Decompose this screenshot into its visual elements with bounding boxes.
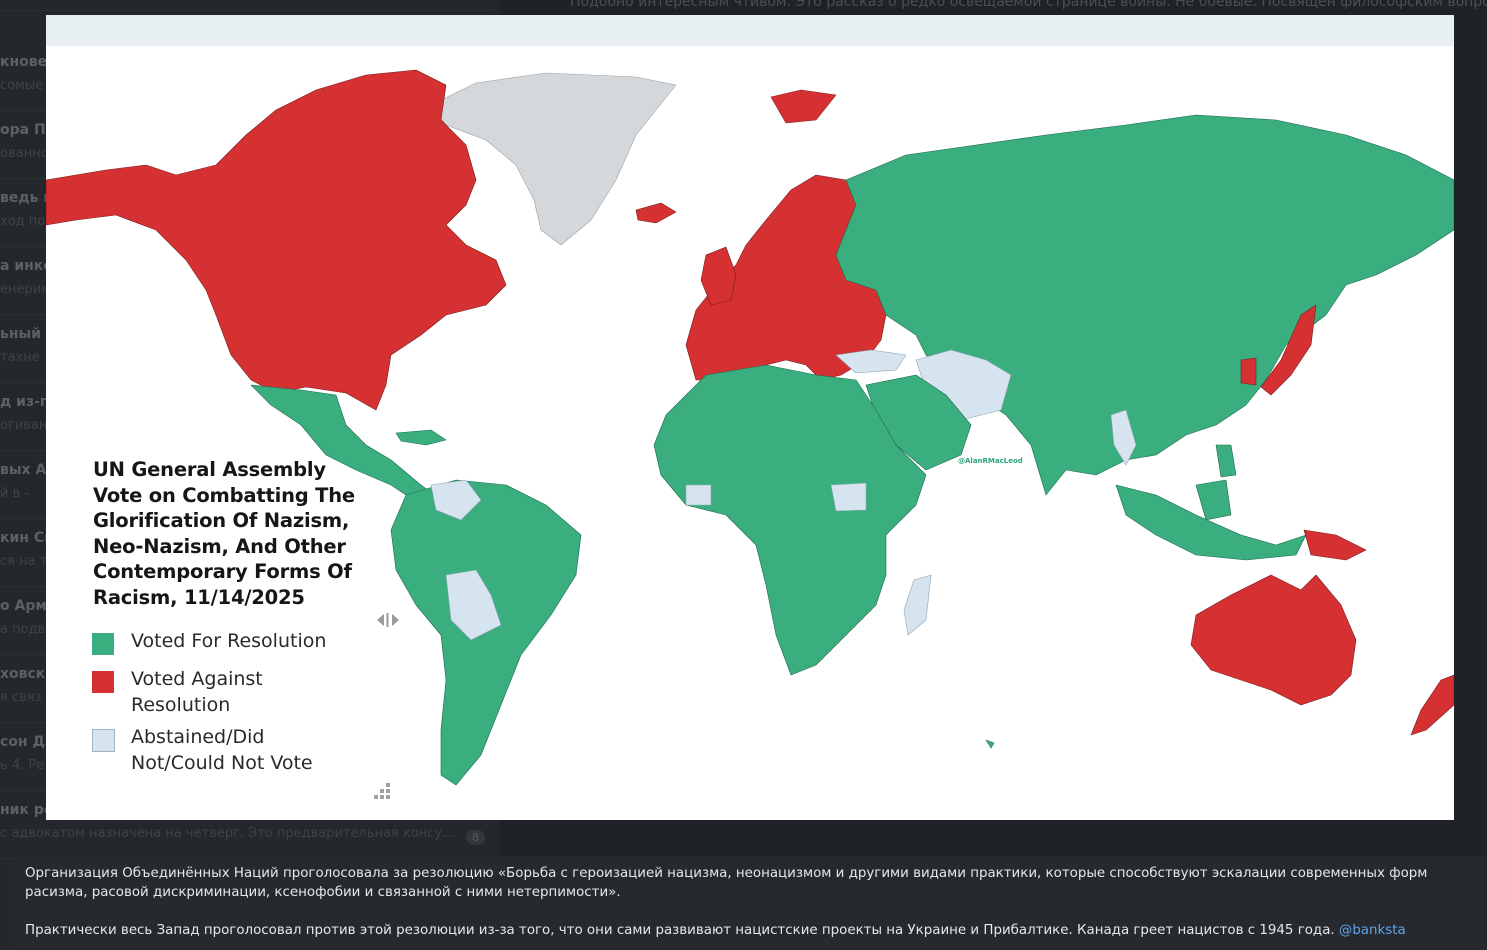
chat-preview: с адвокатом назначена на четверг. Это пр… (0, 826, 455, 841)
north-america-against (46, 69, 507, 411)
unread-badge: 8 (466, 830, 485, 845)
chat-preview: ход по (0, 214, 46, 229)
legend-swatch (92, 633, 114, 655)
chat-title: вых А (0, 462, 47, 478)
legend-label-line: Not/Could Not Vote (131, 751, 313, 774)
caption-paragraph-2-text: Практически весь Запад проголосовал прот… (25, 923, 1335, 938)
australia-region (1190, 574, 1357, 706)
background-message-preview: Подобно интересным чтивом. Это рассказ о… (570, 0, 1487, 10)
legend-label: Abstained/Did Not/Could Not Vote (131, 725, 371, 776)
map-title: UN General Assembly Vote on Combatting Th… (93, 457, 393, 611)
chat-preview: ся на т (0, 554, 48, 569)
chat-list-item[interactable]: вления в Песню литургиских. Взяли в Боро… (0, 0, 495, 11)
chat-title: кин Си (0, 530, 54, 546)
legend-label: Voted For Resolution (131, 629, 371, 655)
africa-region (653, 364, 927, 676)
channel-link[interactable]: @banksta (1338, 923, 1406, 938)
chat-preview: ованной (0, 146, 57, 161)
legend-swatch (92, 671, 114, 693)
map-title-line: Vote on Combatting The (93, 483, 355, 507)
chat-preview: й в - (0, 486, 30, 501)
map-title-line: UN General Assembly (93, 458, 326, 481)
world-map (46, 69, 1454, 786)
chat-title: сон Да (0, 734, 55, 750)
svalbard-region (770, 89, 837, 124)
legend-label-line: Abstained/Did (131, 726, 265, 748)
iceland-region (635, 202, 677, 224)
map-title-line: Neo-Nazism, And Other (93, 534, 346, 558)
expand-icon[interactable] (372, 781, 394, 803)
map-watermark: @AlanRMacLeod (958, 457, 1023, 465)
chat-preview: сомые (0, 78, 44, 93)
chat-preview: а подв (0, 622, 46, 637)
chat-preview: огиван (0, 418, 48, 433)
chat-title: а инко (0, 258, 53, 274)
legend-label-line: Voted Against (131, 668, 263, 690)
map-title-line: Contemporary Forms Of (93, 560, 352, 584)
chat-title: ора Пи (0, 122, 56, 138)
chat-title: д из-п (0, 394, 50, 410)
legend-label-line: Resolution (131, 693, 231, 716)
chat-preview: я связ (0, 690, 42, 705)
map-title-line: Glorification Of Nazism, (93, 509, 350, 533)
chat-preview: ь 4. Ре (0, 758, 45, 773)
chat-preview: тахне (0, 350, 40, 365)
chat-title: ьный # (0, 326, 58, 342)
greenland-region (430, 72, 677, 246)
legend-swatch (92, 729, 115, 752)
caption-paragraph-1: Организация Объединённых Наций проголосо… (25, 866, 1428, 900)
caption-paragraph-2: Практически весь Запад проголосовал прот… (25, 921, 1470, 940)
legend-label: Voted Against Resolution (131, 667, 371, 718)
legend-label-line: Voted For Resolution (131, 630, 327, 652)
chat-title: о Арма (0, 598, 57, 614)
image-top-band (46, 15, 1454, 46)
chat-preview: енерим (0, 282, 52, 297)
prev-next-arrows-icon[interactable] (374, 611, 402, 629)
chat-title: ховск (0, 666, 46, 682)
media-caption: Организация Объединённых Наций проголосо… (14, 856, 1487, 950)
media-viewer-image[interactable]: UN General Assembly Vote on Combatting Th… (46, 15, 1454, 820)
map-title-line: Racism, 11/14/2025 (93, 585, 305, 609)
